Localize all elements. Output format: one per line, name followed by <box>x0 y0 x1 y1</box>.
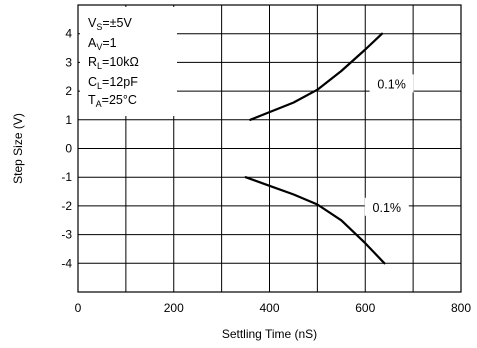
y-tick-label: -4 <box>61 256 72 270</box>
condition-ta-subscript: A <box>96 99 102 109</box>
condition-vs-symbol: V <box>88 16 97 30</box>
condition-cl-value: =12pF <box>102 75 138 89</box>
x-tick-label: 800 <box>451 301 471 315</box>
x-tick-label: 400 <box>259 301 279 315</box>
condition-av-symbol: A <box>88 36 97 50</box>
annotation-background <box>369 74 414 93</box>
y-tick-label: -2 <box>61 199 72 213</box>
condition-rl-subscript: L <box>97 61 102 71</box>
y-tick-label: 3 <box>65 55 72 69</box>
x-tick-label: 200 <box>164 301 184 315</box>
series-lines <box>244 32 386 265</box>
condition-rl-value: =10kΩ <box>102 55 139 69</box>
condition-rl-symbol: R <box>88 55 97 69</box>
annotations: 0.1% 0.1% <box>364 74 414 216</box>
x-axis-title: Settling Time (nS) <box>222 327 317 341</box>
x-tick-label: 600 <box>355 301 375 315</box>
condition-ta-symbol: T <box>88 93 96 107</box>
condition-vs-subscript: S <box>96 22 102 32</box>
condition-rl: RL=10kΩ <box>88 55 139 71</box>
condition-ta: TA=25°C <box>88 93 137 109</box>
condition-vs: VS=±5V <box>88 16 132 32</box>
y-tick-label: -1 <box>61 170 72 184</box>
y-tick-label: 0 <box>65 142 72 156</box>
condition-vs-value: =±5V <box>102 16 132 30</box>
condition-av: AV=1 <box>88 36 117 52</box>
series-negative-step-curve <box>244 176 386 265</box>
conditions-background <box>80 7 177 116</box>
annotation-background <box>364 197 409 216</box>
condition-av-subscript: V <box>96 42 102 52</box>
condition-cl-symbol: C <box>88 75 97 89</box>
annotation-label: 0.1% <box>373 201 402 215</box>
y-tick-label: 2 <box>65 84 72 98</box>
y-tick-label: 1 <box>65 113 72 127</box>
condition-cl-subscript: L <box>97 81 102 91</box>
condition-cl: CL=12pF <box>88 75 138 91</box>
y-tick-label: 4 <box>65 27 72 41</box>
y-tick-label: -3 <box>61 228 72 242</box>
annotation-label: 0.1% <box>377 77 406 91</box>
series-positive-step-curve <box>249 32 384 121</box>
plot-frame <box>77 4 462 293</box>
condition-av-value: =1 <box>102 36 116 50</box>
x-tick-label: 0 <box>75 301 82 315</box>
y-axis-title: Step Size (V) <box>11 113 25 184</box>
tick-labels: 0 200 400 600 800 4 3 2 1 0 -1 -2 -3 -4 <box>61 27 471 315</box>
condition-ta-value: =25°C <box>102 93 137 107</box>
